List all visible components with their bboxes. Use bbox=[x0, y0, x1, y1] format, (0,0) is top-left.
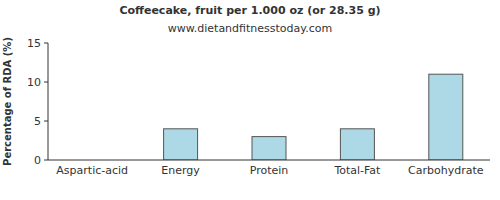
x-tick-label: Total-Fat bbox=[333, 164, 381, 177]
bar bbox=[340, 129, 374, 160]
y-tick-label: 15 bbox=[27, 37, 41, 50]
y-axis-label: Percentage of RDA (%) bbox=[2, 37, 13, 166]
chart: Coffeecake, fruit per 1.000 oz (or 28.35… bbox=[0, 0, 500, 200]
x-tick-label: Energy bbox=[161, 164, 200, 177]
x-axis bbox=[48, 160, 490, 161]
bar bbox=[252, 137, 286, 160]
x-tick-label: Aspartic-acid bbox=[56, 164, 128, 177]
y-tick bbox=[44, 82, 48, 83]
bars bbox=[164, 74, 463, 160]
y-tick bbox=[44, 121, 48, 122]
bar bbox=[164, 129, 198, 160]
y-tick-label: 5 bbox=[34, 115, 41, 128]
subtitle: www.dietandfitnesstoday.com bbox=[168, 22, 332, 35]
bar bbox=[429, 74, 463, 160]
page: {"chart_data": {"type": "bar", "title": … bbox=[0, 0, 500, 200]
x-tick-label: Protein bbox=[250, 164, 289, 177]
y-tick bbox=[44, 160, 48, 161]
y-tick-label: 10 bbox=[27, 76, 41, 89]
title: Coffeecake, fruit per 1.000 oz (or 28.35… bbox=[119, 4, 380, 17]
x-tick-label: Carbohydrate bbox=[408, 164, 484, 177]
y-axis bbox=[48, 43, 49, 160]
y-tick-label: 0 bbox=[34, 154, 41, 167]
y-tick bbox=[44, 43, 48, 44]
